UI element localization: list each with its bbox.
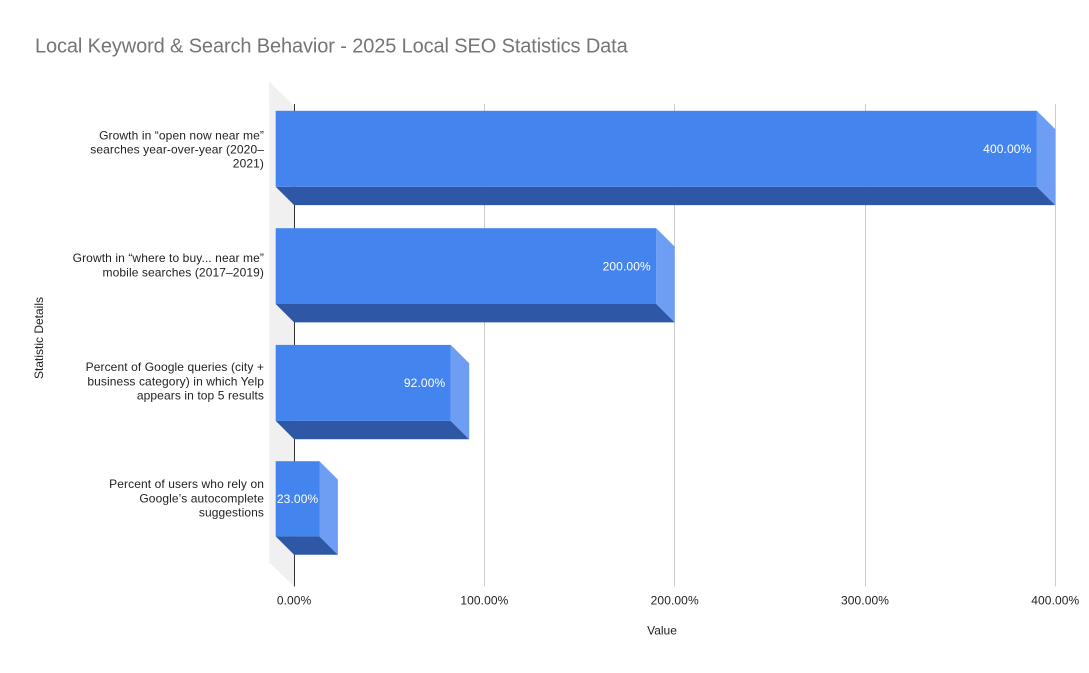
svg-text:Percent of users who rely on: Percent of users who rely on	[109, 477, 264, 491]
svg-text:92.00%: 92.00%	[404, 376, 446, 390]
svg-text:400.00%: 400.00%	[1031, 594, 1079, 608]
svg-text:200.00%: 200.00%	[651, 594, 699, 608]
svg-text:0.00%: 0.00%	[277, 594, 312, 608]
svg-text:business category) in which Ye: business category) in which Yelp	[87, 374, 264, 388]
svg-text:searches year-over-year (2020–: searches year-over-year (2020–	[90, 142, 264, 156]
svg-text:300.00%: 300.00%	[841, 594, 889, 608]
svg-text:Growth in “open now near me”: Growth in “open now near me”	[99, 128, 264, 142]
svg-text:Percent of Google queries (cit: Percent of Google queries (city +	[86, 360, 264, 374]
svg-text:Value: Value	[647, 624, 677, 638]
svg-text:appears in top 5 results: appears in top 5 results	[137, 388, 264, 402]
svg-text:Statistic Details: Statistic Details	[32, 297, 46, 379]
svg-text:suggestions: suggestions	[199, 506, 264, 520]
svg-text:2021): 2021)	[233, 157, 264, 171]
svg-text:Growth in “where to buy... nea: Growth in “where to buy... near me”	[73, 251, 264, 265]
svg-text:mobile searches (2017–2019): mobile searches (2017–2019)	[103, 265, 264, 279]
svg-text:23.00%: 23.00%	[277, 492, 319, 506]
svg-text:100.00%: 100.00%	[460, 594, 508, 608]
svg-text:400.00%: 400.00%	[983, 142, 1031, 156]
svg-text:Local Keyword & Search Behavio: Local Keyword & Search Behavior - 2025 L…	[35, 35, 629, 57]
svg-text:Google’s autocomplete: Google’s autocomplete	[139, 491, 264, 505]
svg-text:200.00%: 200.00%	[603, 259, 651, 273]
